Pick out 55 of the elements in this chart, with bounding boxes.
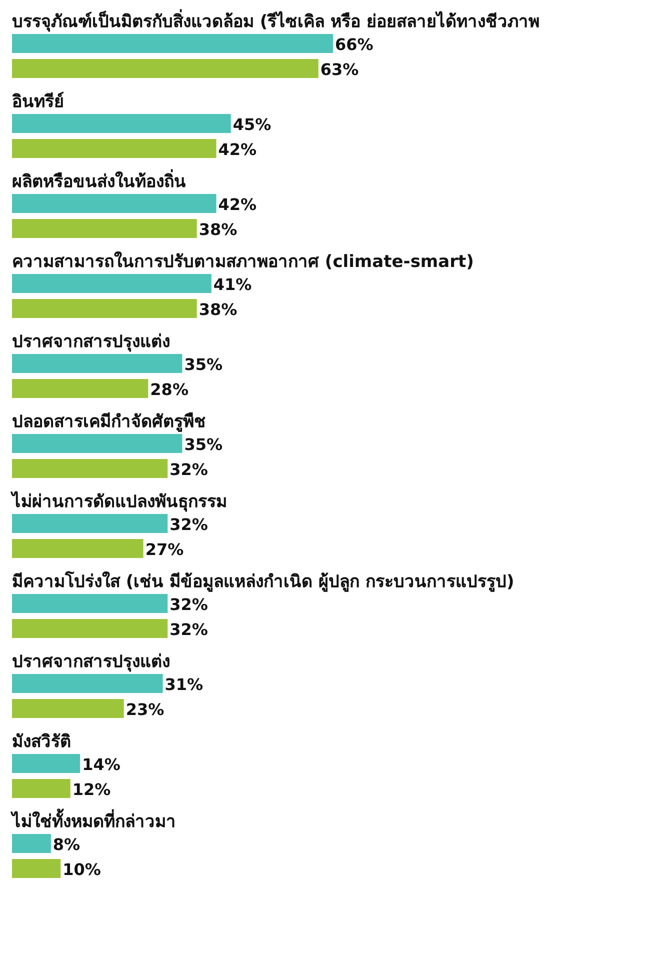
- y-tick-label: บรรจุภัณฑ์เป็นมิตรกับสิ่งแวดล้อม (รีไซเคิล หรือ ย่อยสลายได้ทางชีวภาพ: [12, 9, 540, 32]
- bar: [12, 379, 148, 398]
- data-label: 35%: [184, 355, 223, 374]
- data-label: 12%: [72, 780, 111, 799]
- y-tick-label: ไม่ใช่ทั้งหมดที่กล่าวมา: [10, 808, 176, 832]
- bar: [12, 859, 61, 878]
- y-tick-label: มีความโปร่งใส (เช่น มีข้อมูลแหล่งกำเนิด ผู้ปลูก กระบวนการแปรรูป): [12, 571, 514, 593]
- y-tick-label: ความสามารถในการปรับตามสภาพอากาศ (climate-smart): [12, 251, 474, 272]
- y-tick-label: มังสวิรัติ: [12, 732, 71, 752]
- bar: [12, 619, 168, 638]
- y-tick-label: ปลอดสารเคมีกำจัดศัตรูพืช: [12, 411, 206, 433]
- data-label: 8%: [52, 835, 80, 854]
- bar: [12, 539, 144, 558]
- data-label: 31%: [164, 675, 204, 694]
- data-label: 32%: [170, 460, 208, 479]
- data-label: 23%: [126, 700, 164, 719]
- bar: [12, 114, 231, 133]
- bar: [12, 59, 318, 78]
- data-label: 10%: [62, 860, 101, 879]
- y-tick-label: ปราศจากสารปรุงแต่ง: [12, 332, 170, 352]
- bar: [12, 354, 182, 373]
- y-tick-label: ไม่ผ่านการดัดแปลงพันธุกรรม: [10, 491, 227, 512]
- data-label: 45%: [232, 115, 272, 134]
- bar: [12, 299, 197, 318]
- data-label: 38%: [198, 220, 238, 239]
- data-label: 41%: [213, 275, 252, 294]
- bar: [12, 274, 212, 293]
- data-label: 38%: [198, 300, 238, 319]
- bar: [12, 34, 333, 53]
- data-label: 35%: [184, 435, 223, 454]
- y-tick-label: ปราศจากสารปรุงแต่ง: [12, 652, 170, 672]
- data-label: 66%: [335, 35, 374, 54]
- bar: [12, 459, 168, 478]
- bar: [12, 699, 124, 718]
- data-label: 32%: [170, 595, 208, 614]
- bar: [12, 139, 216, 158]
- bar: [12, 754, 80, 773]
- data-label: 42%: [218, 195, 257, 214]
- bar: [12, 514, 168, 533]
- bar: [12, 194, 216, 213]
- bar: [12, 434, 182, 453]
- y-tick-label: อินทรีย์: [12, 91, 64, 112]
- data-label: 32%: [170, 515, 208, 534]
- bar: [12, 674, 163, 693]
- data-label: 42%: [218, 140, 257, 159]
- bar: [12, 779, 70, 798]
- data-label: 32%: [170, 620, 208, 639]
- bar: [12, 834, 51, 853]
- bar: [12, 219, 197, 238]
- data-label: 14%: [82, 755, 120, 774]
- data-label: 63%: [320, 60, 359, 79]
- data-label: 27%: [145, 540, 184, 559]
- bar: [12, 594, 168, 613]
- y-tick-label: ผลิตหรือขนส่งในท้องถิ่น: [12, 169, 186, 192]
- data-label: 28%: [150, 380, 188, 399]
